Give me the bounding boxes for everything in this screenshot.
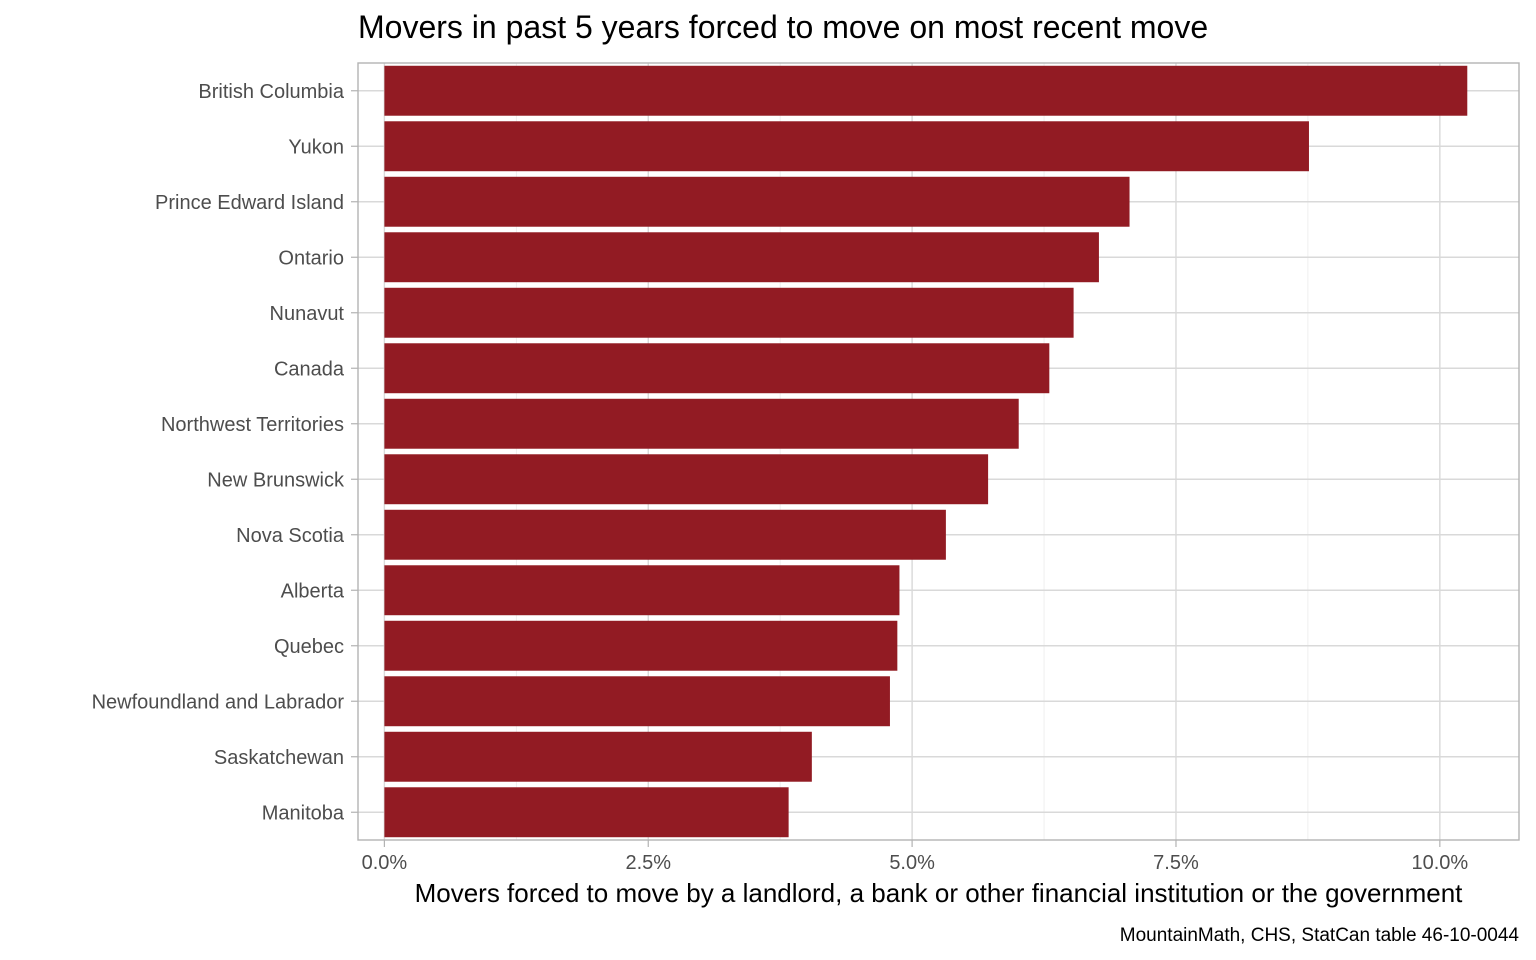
chart-title: Movers in past 5 years forced to move on…: [358, 9, 1208, 45]
bar: [384, 731, 812, 782]
x-axis: 0.0% 2.5% 5.0% 7.5% 10.0%: [362, 840, 1468, 874]
category-label: Saskatchewan: [214, 747, 344, 769]
category-label: Northwest Territories: [161, 414, 344, 436]
category-label: Prince Edward Island: [155, 192, 344, 214]
category-label: Manitoba: [262, 802, 345, 824]
bar: [384, 676, 890, 727]
bar: [384, 620, 898, 671]
x-tick-label: 10.0%: [1411, 852, 1468, 874]
category-label: Nova Scotia: [236, 525, 345, 547]
bar: [384, 287, 1074, 338]
category-label: Ontario: [278, 247, 344, 269]
category-label: Quebec: [274, 636, 344, 658]
bar: [384, 121, 1309, 172]
x-tick-label: 2.5%: [625, 852, 671, 874]
bars: [384, 65, 1468, 838]
y-axis: British Columbia Yukon Prince Edward Islan…: [92, 81, 358, 824]
bar: [384, 176, 1130, 227]
x-tick-label: 0.0%: [362, 852, 408, 874]
bar: [384, 454, 989, 505]
bar: [384, 398, 1019, 449]
category-label: British Columbia: [198, 81, 344, 103]
bar: [384, 343, 1050, 394]
category-label: Canada: [274, 358, 345, 380]
category-label: Yukon: [288, 136, 344, 158]
panel-border: [357, 62, 1520, 841]
bar: [384, 232, 1099, 283]
bar: [384, 565, 900, 616]
bar: [384, 787, 789, 838]
bar: [384, 509, 946, 560]
x-tick-label: 5.0%: [889, 852, 935, 874]
category-label: Alberta: [281, 580, 345, 602]
chart-caption: MountainMath, CHS, StatCan table 46-10-0…: [1120, 925, 1520, 946]
category-label: Nunavut: [270, 303, 345, 325]
category-label: Newfoundland and Labrador: [92, 691, 345, 713]
bar: [384, 65, 1468, 116]
x-axis-title: Movers forced to move by a landlord, a b…: [415, 878, 1464, 908]
x-tick-label: 7.5%: [1153, 852, 1199, 874]
category-label: New Brunswick: [207, 469, 345, 491]
